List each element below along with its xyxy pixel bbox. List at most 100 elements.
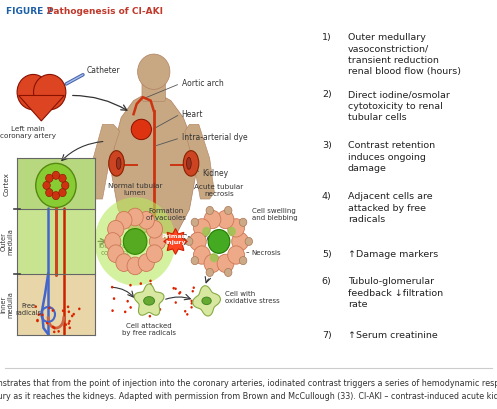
Circle shape bbox=[78, 308, 81, 310]
Text: ↑Serum creatinine: ↑Serum creatinine bbox=[348, 331, 438, 340]
Text: This figure demonstrates that from the point of injection into the coronary arte: This figure demonstrates that from the p… bbox=[0, 380, 497, 401]
Circle shape bbox=[36, 319, 39, 321]
Ellipse shape bbox=[144, 297, 155, 305]
Text: Direct iodine/osmolar
cytotoxicity to renal
tubular cells: Direct iodine/osmolar cytotoxicity to re… bbox=[348, 90, 450, 122]
Circle shape bbox=[34, 74, 66, 110]
Circle shape bbox=[185, 237, 193, 245]
Circle shape bbox=[225, 207, 232, 215]
Text: 6): 6) bbox=[322, 277, 331, 286]
Text: Tubulo-glomerular
feedback ↓filtration
rate: Tubulo-glomerular feedback ↓filtration r… bbox=[348, 277, 443, 309]
Text: Left main
coronary artery: Left main coronary artery bbox=[0, 126, 56, 139]
Circle shape bbox=[228, 246, 245, 264]
Polygon shape bbox=[185, 124, 214, 199]
Circle shape bbox=[52, 326, 54, 328]
Circle shape bbox=[190, 306, 193, 309]
Circle shape bbox=[57, 330, 60, 333]
Circle shape bbox=[228, 219, 245, 237]
Circle shape bbox=[68, 310, 70, 313]
Circle shape bbox=[95, 197, 175, 285]
Circle shape bbox=[190, 302, 193, 305]
Text: Cell with
oxidative stress: Cell with oxidative stress bbox=[225, 291, 280, 304]
Circle shape bbox=[189, 232, 206, 251]
Ellipse shape bbox=[186, 157, 191, 169]
Circle shape bbox=[129, 306, 132, 309]
Circle shape bbox=[138, 211, 155, 229]
Text: Adjacent cells are
attacked by free
radicals: Adjacent cells are attacked by free radi… bbox=[348, 192, 432, 224]
Circle shape bbox=[149, 315, 151, 317]
Circle shape bbox=[206, 207, 214, 215]
Circle shape bbox=[210, 253, 219, 262]
Text: Formation
of vacuoles: Formation of vacuoles bbox=[146, 208, 186, 221]
Circle shape bbox=[36, 163, 76, 207]
Circle shape bbox=[184, 310, 186, 312]
Circle shape bbox=[53, 330, 56, 333]
Circle shape bbox=[208, 229, 230, 253]
Text: 2): 2) bbox=[322, 90, 331, 99]
Circle shape bbox=[172, 287, 175, 290]
Text: Normal tubular
lumen: Normal tubular lumen bbox=[108, 183, 163, 196]
Ellipse shape bbox=[202, 297, 211, 305]
Circle shape bbox=[206, 268, 214, 276]
Polygon shape bbox=[193, 286, 221, 316]
Text: Cell swelling
and blebbing: Cell swelling and blebbing bbox=[245, 208, 297, 221]
Text: Outer
medulla: Outer medulla bbox=[0, 228, 13, 255]
Circle shape bbox=[240, 256, 247, 265]
Text: Heart: Heart bbox=[182, 110, 203, 119]
Text: Outer medullary
vasoconstriction/
transient reduction
renal blood flow (hours): Outer medullary vasoconstriction/ transi… bbox=[348, 33, 461, 76]
Circle shape bbox=[111, 286, 113, 288]
Circle shape bbox=[37, 313, 40, 316]
Circle shape bbox=[193, 219, 210, 237]
Circle shape bbox=[52, 191, 60, 200]
Circle shape bbox=[138, 54, 170, 90]
Circle shape bbox=[202, 227, 211, 236]
Polygon shape bbox=[164, 229, 187, 254]
Circle shape bbox=[245, 237, 252, 245]
Text: Catheter: Catheter bbox=[87, 66, 121, 75]
Circle shape bbox=[113, 297, 115, 300]
FancyBboxPatch shape bbox=[17, 274, 95, 335]
Polygon shape bbox=[112, 94, 196, 233]
Circle shape bbox=[227, 227, 236, 236]
Ellipse shape bbox=[109, 151, 124, 176]
Circle shape bbox=[204, 254, 221, 272]
Text: Intra-arterial dye: Intra-arterial dye bbox=[182, 133, 248, 142]
Text: Iodinated
contrast: Iodinated contrast bbox=[98, 231, 147, 256]
Circle shape bbox=[62, 181, 69, 189]
Circle shape bbox=[160, 299, 163, 302]
Circle shape bbox=[46, 189, 53, 197]
Text: Kidney: Kidney bbox=[202, 169, 228, 178]
Circle shape bbox=[123, 229, 147, 254]
Circle shape bbox=[178, 292, 180, 294]
Text: Inner
medulla: Inner medulla bbox=[0, 291, 13, 318]
Circle shape bbox=[73, 313, 75, 315]
Circle shape bbox=[127, 257, 143, 275]
Polygon shape bbox=[90, 124, 120, 199]
Text: 3): 3) bbox=[322, 142, 331, 151]
Text: FIGURE 2: FIGURE 2 bbox=[6, 7, 53, 16]
Circle shape bbox=[159, 308, 161, 311]
Circle shape bbox=[190, 300, 193, 302]
Circle shape bbox=[147, 220, 163, 238]
Circle shape bbox=[67, 306, 69, 308]
Circle shape bbox=[192, 286, 195, 289]
Circle shape bbox=[116, 211, 132, 229]
Circle shape bbox=[150, 233, 166, 250]
Text: Cortex: Cortex bbox=[4, 172, 10, 196]
Circle shape bbox=[142, 296, 145, 299]
FancyBboxPatch shape bbox=[17, 209, 95, 274]
Circle shape bbox=[46, 174, 53, 182]
Polygon shape bbox=[19, 95, 64, 121]
Circle shape bbox=[191, 290, 194, 292]
FancyBboxPatch shape bbox=[142, 81, 166, 101]
Circle shape bbox=[194, 299, 196, 301]
Circle shape bbox=[52, 171, 60, 179]
Text: Primary
injury: Primary injury bbox=[162, 234, 189, 245]
Circle shape bbox=[105, 233, 121, 250]
Text: 5): 5) bbox=[322, 250, 331, 259]
Text: 1): 1) bbox=[322, 33, 331, 42]
Circle shape bbox=[52, 309, 54, 312]
Ellipse shape bbox=[183, 151, 199, 176]
Circle shape bbox=[124, 310, 126, 313]
Circle shape bbox=[34, 305, 37, 308]
Circle shape bbox=[108, 245, 124, 263]
